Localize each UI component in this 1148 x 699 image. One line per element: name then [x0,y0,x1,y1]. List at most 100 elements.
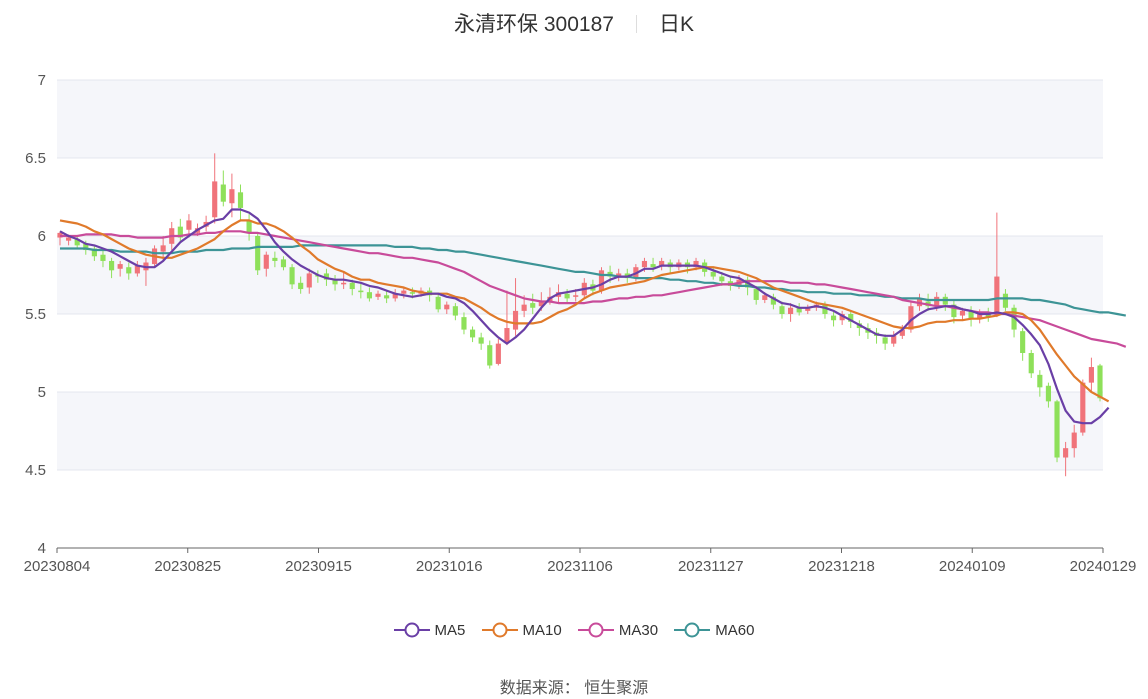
candle-body [934,296,940,307]
candle-body [968,310,974,319]
candle-body [1097,365,1103,399]
line-ma60 [60,244,1127,317]
x-tick-label: 20230804 [24,558,91,575]
candle-body [564,293,570,299]
candle-body [1020,331,1026,353]
x-tick-label: 20240109 [939,558,1006,575]
candle-body [298,282,304,290]
candle-body [1054,401,1060,458]
candle-body [1002,293,1009,308]
candle-body [1028,353,1034,374]
candle-body [1071,432,1077,449]
candle-body [220,184,226,202]
legend-label-ma10: MA10 [522,622,562,639]
candle-body [452,306,458,316]
legend-item-ma30[interactable]: MA30 [577,622,659,639]
candle-body [521,304,527,311]
candle-body [272,257,278,261]
candle-body [951,304,957,318]
candle-body [83,243,89,251]
candle-body [805,307,811,311]
candle-body [710,271,716,277]
chart-title: 永清环保 300187 [454,13,614,36]
candle-body [366,292,372,299]
candle-body [66,237,72,241]
candle-body [160,245,166,252]
candle-body [598,270,605,291]
legend-item-ma5[interactable]: MA5 [393,622,466,639]
candle-body [375,293,381,297]
x-tick-label: 20231016 [416,558,483,575]
x-tick-label: 20231127 [678,558,744,575]
candle-body [573,295,579,297]
candle-body [478,337,484,344]
candle-body [1045,385,1052,402]
candle-body [108,260,115,271]
candle-body [74,239,80,246]
x-tick-label: 20231218 [808,558,875,575]
candle-body [839,314,845,321]
candle-body [358,290,364,293]
candle-body [504,328,510,343]
grid-band [57,392,1103,470]
candle-body [349,282,355,290]
candle-body [899,329,905,336]
legend-label-ma5: MA5 [434,622,466,639]
candle-body [693,260,699,268]
candle-body [246,220,252,233]
candle-body [100,254,106,261]
candle-body [409,292,415,294]
candle-body [994,276,1000,314]
legend-label-ma30: MA30 [618,622,659,639]
candle-body [762,295,768,300]
candle-body [650,264,656,268]
candle-body [435,296,441,310]
candle-body [830,315,837,321]
candle-body [186,220,192,230]
candle-body [237,192,244,208]
candle-body [117,264,123,269]
title-separator [635,15,637,33]
candle-body [779,306,785,314]
candle-body [341,282,347,285]
candle-body [280,259,287,268]
candle-body [770,296,776,305]
candle-body [384,295,390,299]
candle-body [469,329,476,338]
candle-body [289,267,295,285]
candle-body [719,276,725,282]
candle-body [1037,374,1043,388]
data-source: 数据来源： 恒生聚源 [499,680,649,697]
candle-body [959,310,966,316]
y-tick-label: 5.5 [25,306,46,323]
y-tick-label: 5 [38,384,46,401]
candle-body [616,273,622,277]
candle-body [212,181,218,218]
candle-body [753,289,759,300]
candle-body [822,304,828,314]
candle-body [530,303,536,308]
candle-body [126,267,132,274]
candle-body [392,293,398,299]
line-ma10 [59,219,1110,403]
candle-body [263,254,269,269]
chart-period: 日K [658,13,694,36]
candle-body [444,304,450,310]
legend-item-ma10[interactable]: MA10 [481,622,562,639]
candle-body [495,343,501,364]
x-tick-label: 20230915 [285,558,352,575]
candle-body [848,314,854,322]
candle-body [461,317,467,330]
candle-body [796,307,802,313]
candle-body [177,226,183,238]
candle-body [323,273,330,280]
candle-body [908,306,914,330]
legend-item-ma60[interactable]: MA60 [674,622,754,639]
candlestick-chart: 4 4.5 5 5.5 6 6.5 7 20230804 20230825 20230915 202… [24,72,1137,575]
x-tick-label: 20230825 [154,558,221,575]
candle-body [788,307,794,314]
candle-body [641,260,648,268]
candle-body [1080,382,1086,433]
candle-body [891,335,897,344]
candle-body [512,310,519,330]
